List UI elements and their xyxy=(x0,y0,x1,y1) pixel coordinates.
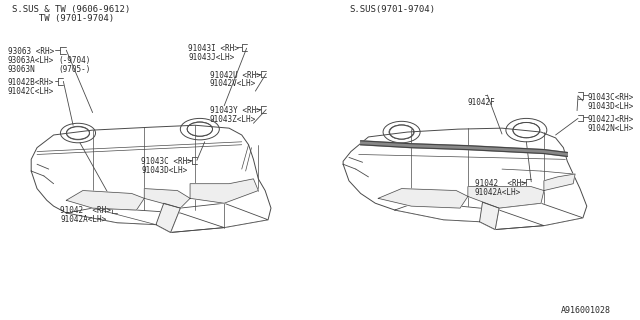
Polygon shape xyxy=(395,204,544,229)
Text: 91042V<LH>: 91042V<LH> xyxy=(209,79,256,88)
Text: 91043C<RH>: 91043C<RH> xyxy=(588,93,634,102)
Polygon shape xyxy=(479,202,499,229)
Polygon shape xyxy=(190,179,259,203)
Text: 91042  <RH>: 91042 <RH> xyxy=(60,206,111,215)
Polygon shape xyxy=(468,187,544,208)
Text: 91043D<LH>: 91043D<LH> xyxy=(588,102,634,111)
Polygon shape xyxy=(144,188,190,208)
Polygon shape xyxy=(171,203,268,232)
Text: 93063A<LH>: 93063A<LH> xyxy=(8,56,54,65)
Text: 93063 <RH>: 93063 <RH> xyxy=(8,47,54,56)
Text: 91043Z<LH>: 91043Z<LH> xyxy=(209,115,256,124)
Text: S.SUS(9701-9704): S.SUS(9701-9704) xyxy=(349,5,435,14)
Text: S.SUS & TW (9606-9612): S.SUS & TW (9606-9612) xyxy=(12,5,130,14)
Text: 91043D<LH>: 91043D<LH> xyxy=(141,166,188,175)
Polygon shape xyxy=(378,188,468,208)
Polygon shape xyxy=(495,203,583,229)
Text: 91042J<RH>: 91042J<RH> xyxy=(588,116,634,124)
Text: 91042A<LH>: 91042A<LH> xyxy=(60,215,107,224)
Text: 91043J<LH>: 91043J<LH> xyxy=(188,53,234,62)
Polygon shape xyxy=(343,128,587,229)
Text: 91042F: 91042F xyxy=(468,98,495,107)
Text: 93063N: 93063N xyxy=(8,65,36,74)
Polygon shape xyxy=(67,190,144,210)
Polygon shape xyxy=(31,125,271,232)
Text: 91042U <RH>: 91042U <RH> xyxy=(209,71,260,80)
Polygon shape xyxy=(156,203,180,232)
Text: 91043I <RH>: 91043I <RH> xyxy=(188,44,239,53)
Text: 91043C <RH>: 91043C <RH> xyxy=(141,157,192,166)
Text: 91042N<LH>: 91042N<LH> xyxy=(588,124,634,133)
Text: TW (9701-9704): TW (9701-9704) xyxy=(12,14,114,23)
Text: 91042C<LH>: 91042C<LH> xyxy=(8,87,54,96)
Text: 91042A<LH>: 91042A<LH> xyxy=(475,188,521,196)
Text: (9705-): (9705-) xyxy=(58,65,91,74)
Text: 91042  <RH>: 91042 <RH> xyxy=(475,179,525,188)
Polygon shape xyxy=(544,174,575,190)
Text: (-9704): (-9704) xyxy=(58,56,91,65)
Text: 91042B<RH>: 91042B<RH> xyxy=(8,78,54,87)
Polygon shape xyxy=(67,208,224,232)
Text: A916001028: A916001028 xyxy=(561,306,611,315)
Text: 91043Y <RH>: 91043Y <RH> xyxy=(209,106,260,115)
Polygon shape xyxy=(361,141,567,156)
